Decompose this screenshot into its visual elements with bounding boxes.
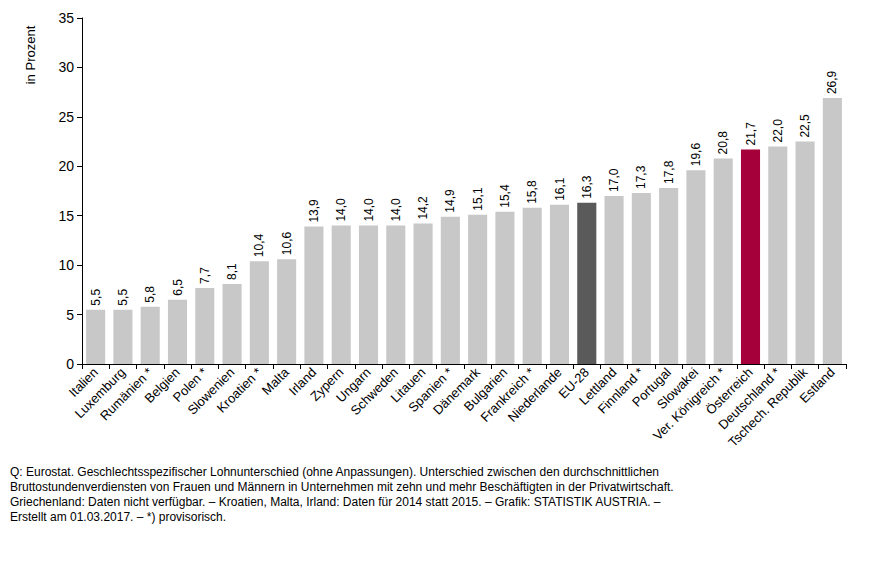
svg-text:19,6: 19,6 (689, 143, 703, 167)
svg-text:8,1: 8,1 (225, 263, 239, 280)
svg-text:Irland: Irland (285, 364, 320, 399)
svg-text:30: 30 (58, 59, 74, 75)
svg-text:15,1: 15,1 (471, 187, 485, 211)
svg-text:14,0: 14,0 (389, 198, 403, 222)
svg-text:17,3: 17,3 (634, 165, 648, 189)
svg-text:Litauen: Litauen (387, 364, 429, 406)
svg-text:Griechenland: Daten nicht verf: Griechenland: Daten nicht verfügbar. – K… (10, 495, 661, 509)
svg-text:13,9: 13,9 (307, 199, 321, 223)
svg-text:Ver. Königreich *: Ver. Königreich * (650, 364, 729, 444)
svg-text:Finnland *: Finnland * (594, 364, 647, 417)
svg-text:20: 20 (58, 158, 74, 174)
svg-text:17,8: 17,8 (662, 160, 676, 184)
svg-text:Portugal: Portugal (629, 364, 674, 410)
svg-text:15: 15 (58, 208, 74, 224)
svg-text:Estland: Estland (796, 365, 837, 406)
svg-text:EU-28: EU-28 (555, 364, 593, 402)
svg-text:in Prozent: in Prozent (23, 25, 38, 84)
svg-text:16,1: 16,1 (553, 177, 567, 201)
svg-text:14,0: 14,0 (362, 198, 376, 222)
svg-text:15,4: 15,4 (498, 184, 512, 208)
svg-text:Deutschland *: Deutschland * (715, 364, 784, 433)
svg-text:25: 25 (58, 109, 74, 125)
svg-text:Zypern: Zypern (307, 364, 347, 404)
svg-text:Bruttostundenverdiensten von F: Bruttostundenverdiensten von Frauen und … (10, 480, 674, 494)
svg-text:Slowenien: Slowenien (184, 364, 238, 418)
svg-text:Q: Eurostat. Geschlechtsspezif: Q: Eurostat. Geschlechtsspezifischer Loh… (10, 465, 659, 479)
svg-text:Österreich: Österreich (702, 364, 756, 418)
svg-text:16,3: 16,3 (580, 175, 594, 199)
svg-text:10,4: 10,4 (252, 234, 266, 258)
svg-text:22,5: 22,5 (798, 114, 812, 138)
svg-text:35: 35 (58, 10, 74, 26)
svg-text:5,8: 5,8 (143, 286, 157, 303)
svg-text:7,7: 7,7 (198, 267, 212, 284)
svg-text:6,5: 6,5 (171, 279, 185, 296)
svg-text:Lettland: Lettland (576, 364, 620, 408)
svg-text:20,8: 20,8 (716, 131, 730, 155)
svg-text:Malta: Malta (259, 364, 293, 398)
svg-text:21,7: 21,7 (744, 122, 758, 146)
svg-text:17,0: 17,0 (607, 168, 621, 192)
svg-text:Slowakei: Slowakei (653, 364, 702, 413)
svg-text:Niederlande: Niederlande (505, 365, 565, 425)
svg-text:14,0: 14,0 (334, 198, 348, 222)
svg-text:Kroatien *: Kroatien * (214, 365, 265, 416)
svg-text:Spanien *: Spanien * (405, 364, 456, 416)
svg-text:Luxemburg: Luxemburg (71, 364, 129, 422)
svg-text:Bulgarien: Bulgarien (460, 364, 511, 415)
svg-text:10,6: 10,6 (280, 232, 294, 256)
svg-text:15,8: 15,8 (525, 180, 539, 204)
svg-text:5: 5 (66, 307, 74, 323)
svg-text:14,9: 14,9 (443, 189, 457, 213)
svg-text:Rumänien *: Rumänien * (96, 364, 156, 424)
svg-text:Erstellt am 01.03.2017. – *) p: Erstellt am 01.03.2017. – *) provisorisc… (10, 510, 226, 524)
svg-text:5,5: 5,5 (89, 289, 103, 306)
svg-text:5,5: 5,5 (116, 289, 130, 306)
svg-text:Tschech. Republik: Tschech. Republik (725, 364, 810, 449)
svg-text:0: 0 (66, 356, 74, 372)
svg-text:26,9: 26,9 (825, 70, 839, 94)
svg-text:22,0: 22,0 (771, 119, 785, 143)
svg-text:10: 10 (58, 257, 74, 273)
svg-text:Schweden: Schweden (347, 364, 402, 419)
svg-text:Frankreich *: Frankreich * (477, 364, 538, 425)
svg-text:Belgien: Belgien (141, 364, 183, 406)
svg-text:14,2: 14,2 (416, 196, 430, 220)
svg-text:Ungarn: Ungarn (333, 364, 374, 406)
svg-text:Italien: Italien (65, 364, 101, 400)
svg-text:Dänemark: Dänemark (430, 364, 483, 418)
svg-text:Polen *: Polen * (169, 364, 211, 405)
